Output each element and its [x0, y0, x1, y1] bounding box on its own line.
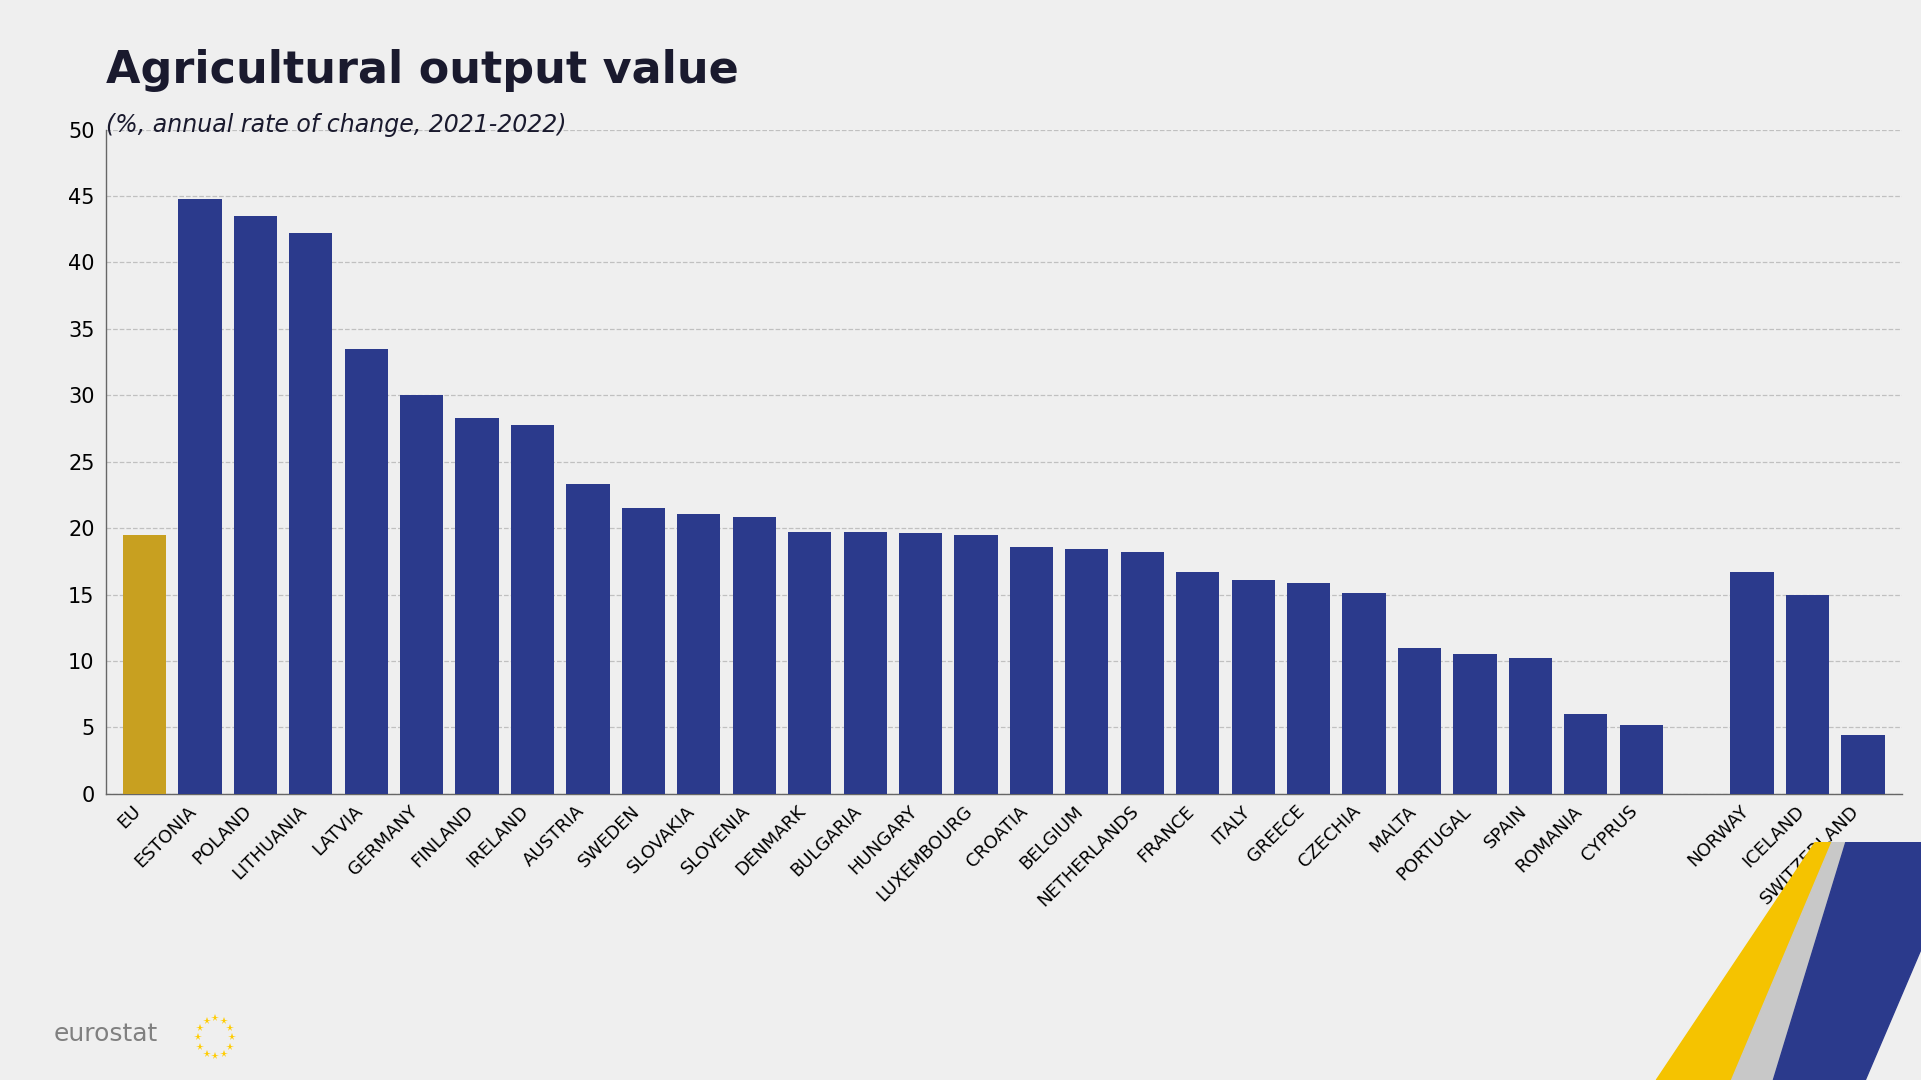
Bar	[622, 509, 665, 794]
Bar	[1398, 648, 1441, 794]
Bar	[1287, 582, 1329, 794]
Bar	[234, 216, 277, 794]
Bar	[788, 532, 832, 794]
Bar	[732, 517, 776, 794]
Bar	[455, 418, 499, 794]
Bar	[511, 424, 553, 794]
Bar	[1176, 572, 1220, 794]
Bar	[1454, 654, 1496, 794]
Bar	[1066, 550, 1108, 794]
Text: (%, annual rate of change, 2021-2022): (%, annual rate of change, 2021-2022)	[106, 113, 567, 137]
Bar	[1842, 735, 1885, 794]
Bar	[123, 535, 165, 794]
Bar	[1787, 594, 1829, 794]
Bar	[1010, 546, 1053, 794]
Bar	[955, 535, 997, 794]
Polygon shape	[1773, 842, 1921, 1080]
Polygon shape	[1656, 842, 1908, 1080]
Bar	[567, 484, 609, 794]
Bar	[843, 532, 888, 794]
Bar	[179, 199, 221, 794]
Bar	[344, 349, 388, 794]
Polygon shape	[1731, 842, 1908, 1080]
Bar	[678, 513, 720, 794]
Bar	[290, 233, 332, 794]
Bar	[899, 534, 941, 794]
Bar	[1120, 552, 1164, 794]
Bar	[400, 395, 444, 794]
Text: Agricultural output value: Agricultural output value	[106, 49, 738, 92]
Bar	[1731, 572, 1773, 794]
Bar	[1231, 580, 1276, 794]
Bar	[1343, 593, 1385, 794]
Text: eurostat: eurostat	[54, 1022, 158, 1047]
Bar	[1564, 714, 1608, 794]
Bar	[1508, 659, 1552, 794]
Bar	[1619, 725, 1664, 794]
